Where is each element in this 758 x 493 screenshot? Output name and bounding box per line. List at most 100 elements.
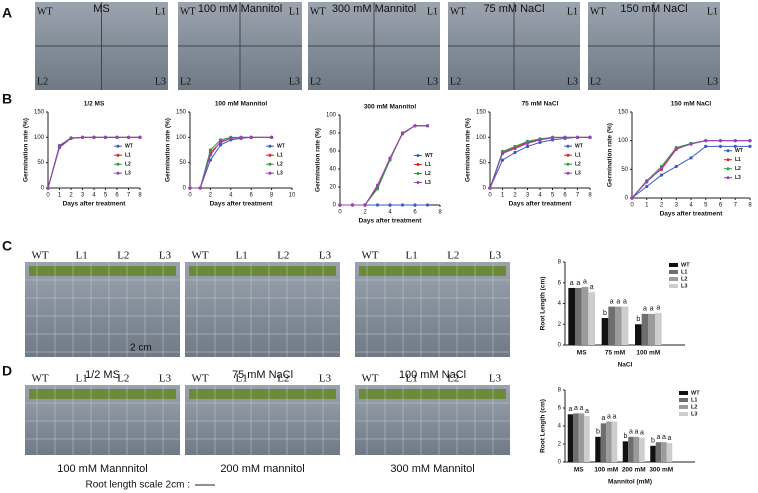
legend-label: WT xyxy=(691,390,700,396)
photo-corner-label: WT xyxy=(180,6,196,17)
y-tick-label: 150 xyxy=(618,110,629,116)
bar xyxy=(666,443,673,462)
data-point xyxy=(718,144,723,148)
data-point xyxy=(388,156,392,160)
y-tick-label: 50 xyxy=(621,167,628,173)
bar xyxy=(584,416,590,462)
y-axis-label: Root Length (cm) xyxy=(540,399,547,453)
y-axis-label: Germination rate (%) xyxy=(315,128,322,192)
data-point xyxy=(350,203,355,207)
panel-label: C xyxy=(2,238,12,254)
line-label: WT xyxy=(191,373,208,385)
photo-title: MS xyxy=(93,3,110,15)
x-tick-label: 0 xyxy=(488,193,492,199)
x-tick-label: 5 xyxy=(551,193,555,199)
panel-label: B xyxy=(2,91,12,107)
x-tick-label: 4 xyxy=(388,210,392,216)
y-tick-label: 0 xyxy=(483,186,487,192)
y-tick-label: 6 xyxy=(558,280,562,286)
photo-corner-label: L3 xyxy=(289,76,300,87)
data-point xyxy=(188,186,192,190)
x-tick-label: 0 xyxy=(630,203,634,209)
chart-title: 300 mM Mannitol xyxy=(364,104,417,111)
series-line xyxy=(631,140,750,199)
y-tick-label: 80 xyxy=(329,131,336,137)
bar xyxy=(615,306,622,345)
panel-label: A xyxy=(2,5,12,21)
legend-label: L3 xyxy=(735,175,741,181)
legend-marker xyxy=(416,154,420,157)
photo-title: 300 mM Mannitol xyxy=(332,3,416,15)
significance-letter: a xyxy=(583,279,587,286)
x-tick-label: 75 mM xyxy=(605,350,625,357)
data-point xyxy=(748,144,752,148)
data-point xyxy=(689,142,693,146)
data-point xyxy=(375,183,380,187)
x-tick-label: 0 xyxy=(188,193,192,199)
photo xyxy=(185,262,340,357)
seedling-row xyxy=(189,266,336,276)
scale-note: Root length scale 2cm : xyxy=(86,480,191,491)
y-tick-label: 100 xyxy=(326,113,337,119)
significance-letter: b xyxy=(603,310,607,317)
x-tick-label: 3 xyxy=(675,203,679,209)
series-line xyxy=(631,140,750,199)
y-axis-label: Germination rate (%) xyxy=(465,118,472,182)
legend-marker xyxy=(116,171,120,175)
bar xyxy=(655,442,662,462)
legend-label: WT xyxy=(575,144,583,150)
line-label: WT xyxy=(31,250,48,262)
legend-marker xyxy=(116,144,120,148)
significance-letter: a xyxy=(580,405,584,412)
legend-marker xyxy=(566,153,570,157)
data-point xyxy=(92,135,96,139)
data-point xyxy=(400,203,405,207)
bar xyxy=(648,313,655,345)
y-tick-label: 2 xyxy=(558,442,562,448)
data-point xyxy=(718,139,723,143)
photo-caption: 100 mM Mannnitol xyxy=(57,463,148,475)
legend-label: WT xyxy=(125,144,133,150)
data-point xyxy=(550,136,555,140)
photo-corner-label: L3 xyxy=(427,76,438,87)
data-point xyxy=(138,135,142,139)
photo-caption: 300 mM Mannitol xyxy=(390,463,474,475)
photo-corner-label: L3 xyxy=(155,76,166,87)
data-point xyxy=(219,143,223,147)
significance-letter: a xyxy=(629,429,633,436)
photo-title: 150 mM NaCl xyxy=(620,3,687,15)
photo-title: 75 mM NaCl xyxy=(483,3,544,15)
legend-label: L1 xyxy=(575,153,581,159)
significance-letter: a xyxy=(607,413,611,420)
series-line xyxy=(340,125,428,206)
x-tick-label: 7 xyxy=(576,193,580,199)
x-tick-label: 8 xyxy=(438,210,442,216)
bar xyxy=(595,436,601,462)
series-line xyxy=(340,125,428,206)
legend-marker xyxy=(268,144,272,148)
legend-label: L3 xyxy=(125,171,131,177)
x-tick-label: 2 xyxy=(363,210,367,216)
legend-marker xyxy=(268,162,272,166)
significance-letter: a xyxy=(623,298,627,305)
y-tick-label: 50 xyxy=(179,160,186,166)
significance-letter: b xyxy=(636,316,640,323)
significance-letter: a xyxy=(640,430,644,437)
photo-corner-label: L1 xyxy=(567,6,578,17)
line-label: L3 xyxy=(489,373,502,385)
x-tick-label: 7 xyxy=(734,203,738,209)
bar xyxy=(628,436,634,462)
x-tick-label: 2 xyxy=(209,193,213,199)
y-tick-label: 0 xyxy=(558,460,562,466)
legend-label: L2 xyxy=(425,171,431,177)
x-tick-label: 8 xyxy=(138,193,142,199)
y-tick-label: 0 xyxy=(625,196,629,202)
x-tick-label: MS xyxy=(577,350,587,357)
line-label: L1 xyxy=(406,373,418,385)
line-label: L1 xyxy=(406,250,418,262)
data-point xyxy=(219,139,223,143)
legend-label: L3 xyxy=(425,180,431,186)
line-label: L2 xyxy=(117,250,129,262)
significance-letter: a xyxy=(643,306,647,313)
x-tick-label: 5 xyxy=(104,193,108,199)
